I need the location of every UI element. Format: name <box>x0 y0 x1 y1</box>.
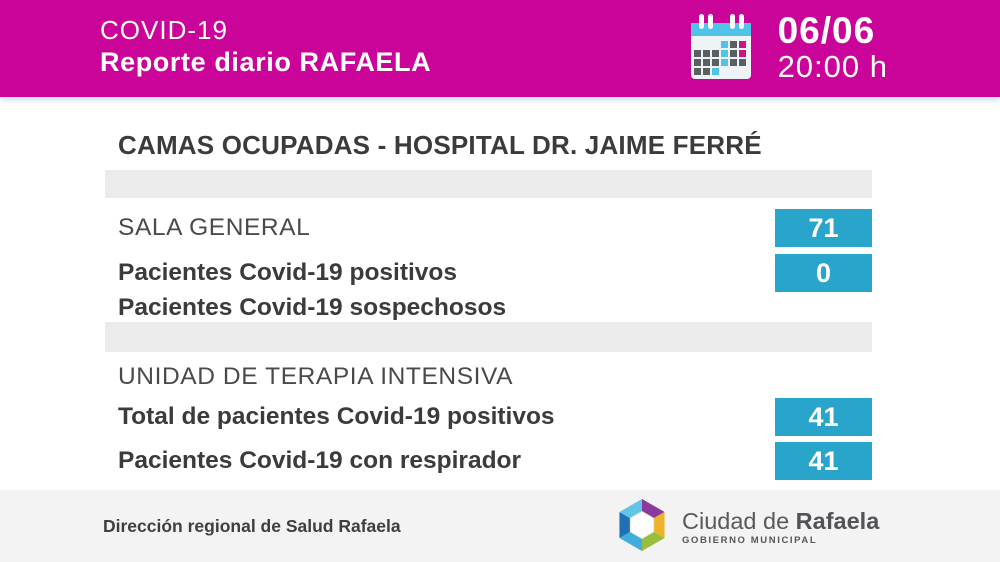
brand-name-bold: Rafaela <box>795 508 880 534</box>
rafaela-hexagon-logo <box>619 498 665 552</box>
row-label: Pacientes Covid-19 con respirador <box>118 447 522 474</box>
report-body: CAMAS OCUPADAS - HOSPITAL DR. JAIME FERR… <box>0 130 1000 482</box>
row-covid-sospechosos: Pacientes Covid-19 sospechosos <box>105 294 872 322</box>
header-supertitle: COVID-19 <box>100 15 228 45</box>
value-badge: 0 <box>775 254 872 292</box>
brand-text: Ciudad de Rafaela GOBIERNO MUNICIPAL <box>682 504 879 546</box>
section-label: SALA GENERAL <box>118 214 311 241</box>
row-label: Pacientes Covid-19 positivos <box>118 259 458 286</box>
row-covid-positivos: Pacientes Covid-19 positivos 0 <box>105 252 872 294</box>
city-brand: Ciudad de Rafaela GOBIERNO MUNICIPAL <box>615 497 879 553</box>
header-titles: COVID-19 Reporte diario RAFAELA <box>100 15 431 79</box>
row-sala-general: SALA GENERAL 71 <box>105 207 872 249</box>
calendar-icon <box>690 13 751 79</box>
brand-name: Ciudad de Rafaela <box>682 508 879 534</box>
footer-source-text: Dirección regional de Salud Rafaela <box>103 516 401 536</box>
report-time: 20:00 h <box>777 49 888 84</box>
brand-name-regular: Ciudad de <box>682 508 796 534</box>
report-date: 06/06 <box>777 10 876 51</box>
header-datetime-block: 06/06 20:00 h <box>690 11 888 84</box>
value-badge: 41 <box>775 398 872 436</box>
header-title: Reporte diario RAFAELA <box>100 47 432 77</box>
section-divider <box>105 170 872 198</box>
report-title: CAMAS OCUPADAS - HOSPITAL DR. JAIME FERR… <box>118 130 762 160</box>
row-con-respirador: Pacientes Covid-19 con respirador 41 <box>105 440 872 482</box>
report-rows: SALA GENERAL 71 Pacientes Covid-19 posit… <box>105 170 872 482</box>
row-label: Pacientes Covid-19 sospechosos <box>118 294 507 321</box>
section-label: UNIDAD DE TERAPIA INTENSIVA <box>118 363 514 390</box>
footer: Dirección regional de Salud Rafaela Ciud… <box>0 490 1000 562</box>
row-label: Total de pacientes Covid-19 positivos <box>118 403 555 430</box>
value-badge: 71 <box>775 209 872 247</box>
header: COVID-19 Reporte diario RAFAELA <box>0 0 1000 97</box>
header-datetime: 06/06 20:00 h <box>778 11 888 84</box>
row-terapia-intensiva: UNIDAD DE TERAPIA INTENSIVA <box>105 358 872 396</box>
value-badge: 41 <box>775 442 872 480</box>
section-divider <box>105 322 872 352</box>
row-total-positivos: Total de pacientes Covid-19 positivos 41 <box>105 396 872 438</box>
brand-subtitle: GOBIERNO MUNICIPAL <box>682 535 818 546</box>
